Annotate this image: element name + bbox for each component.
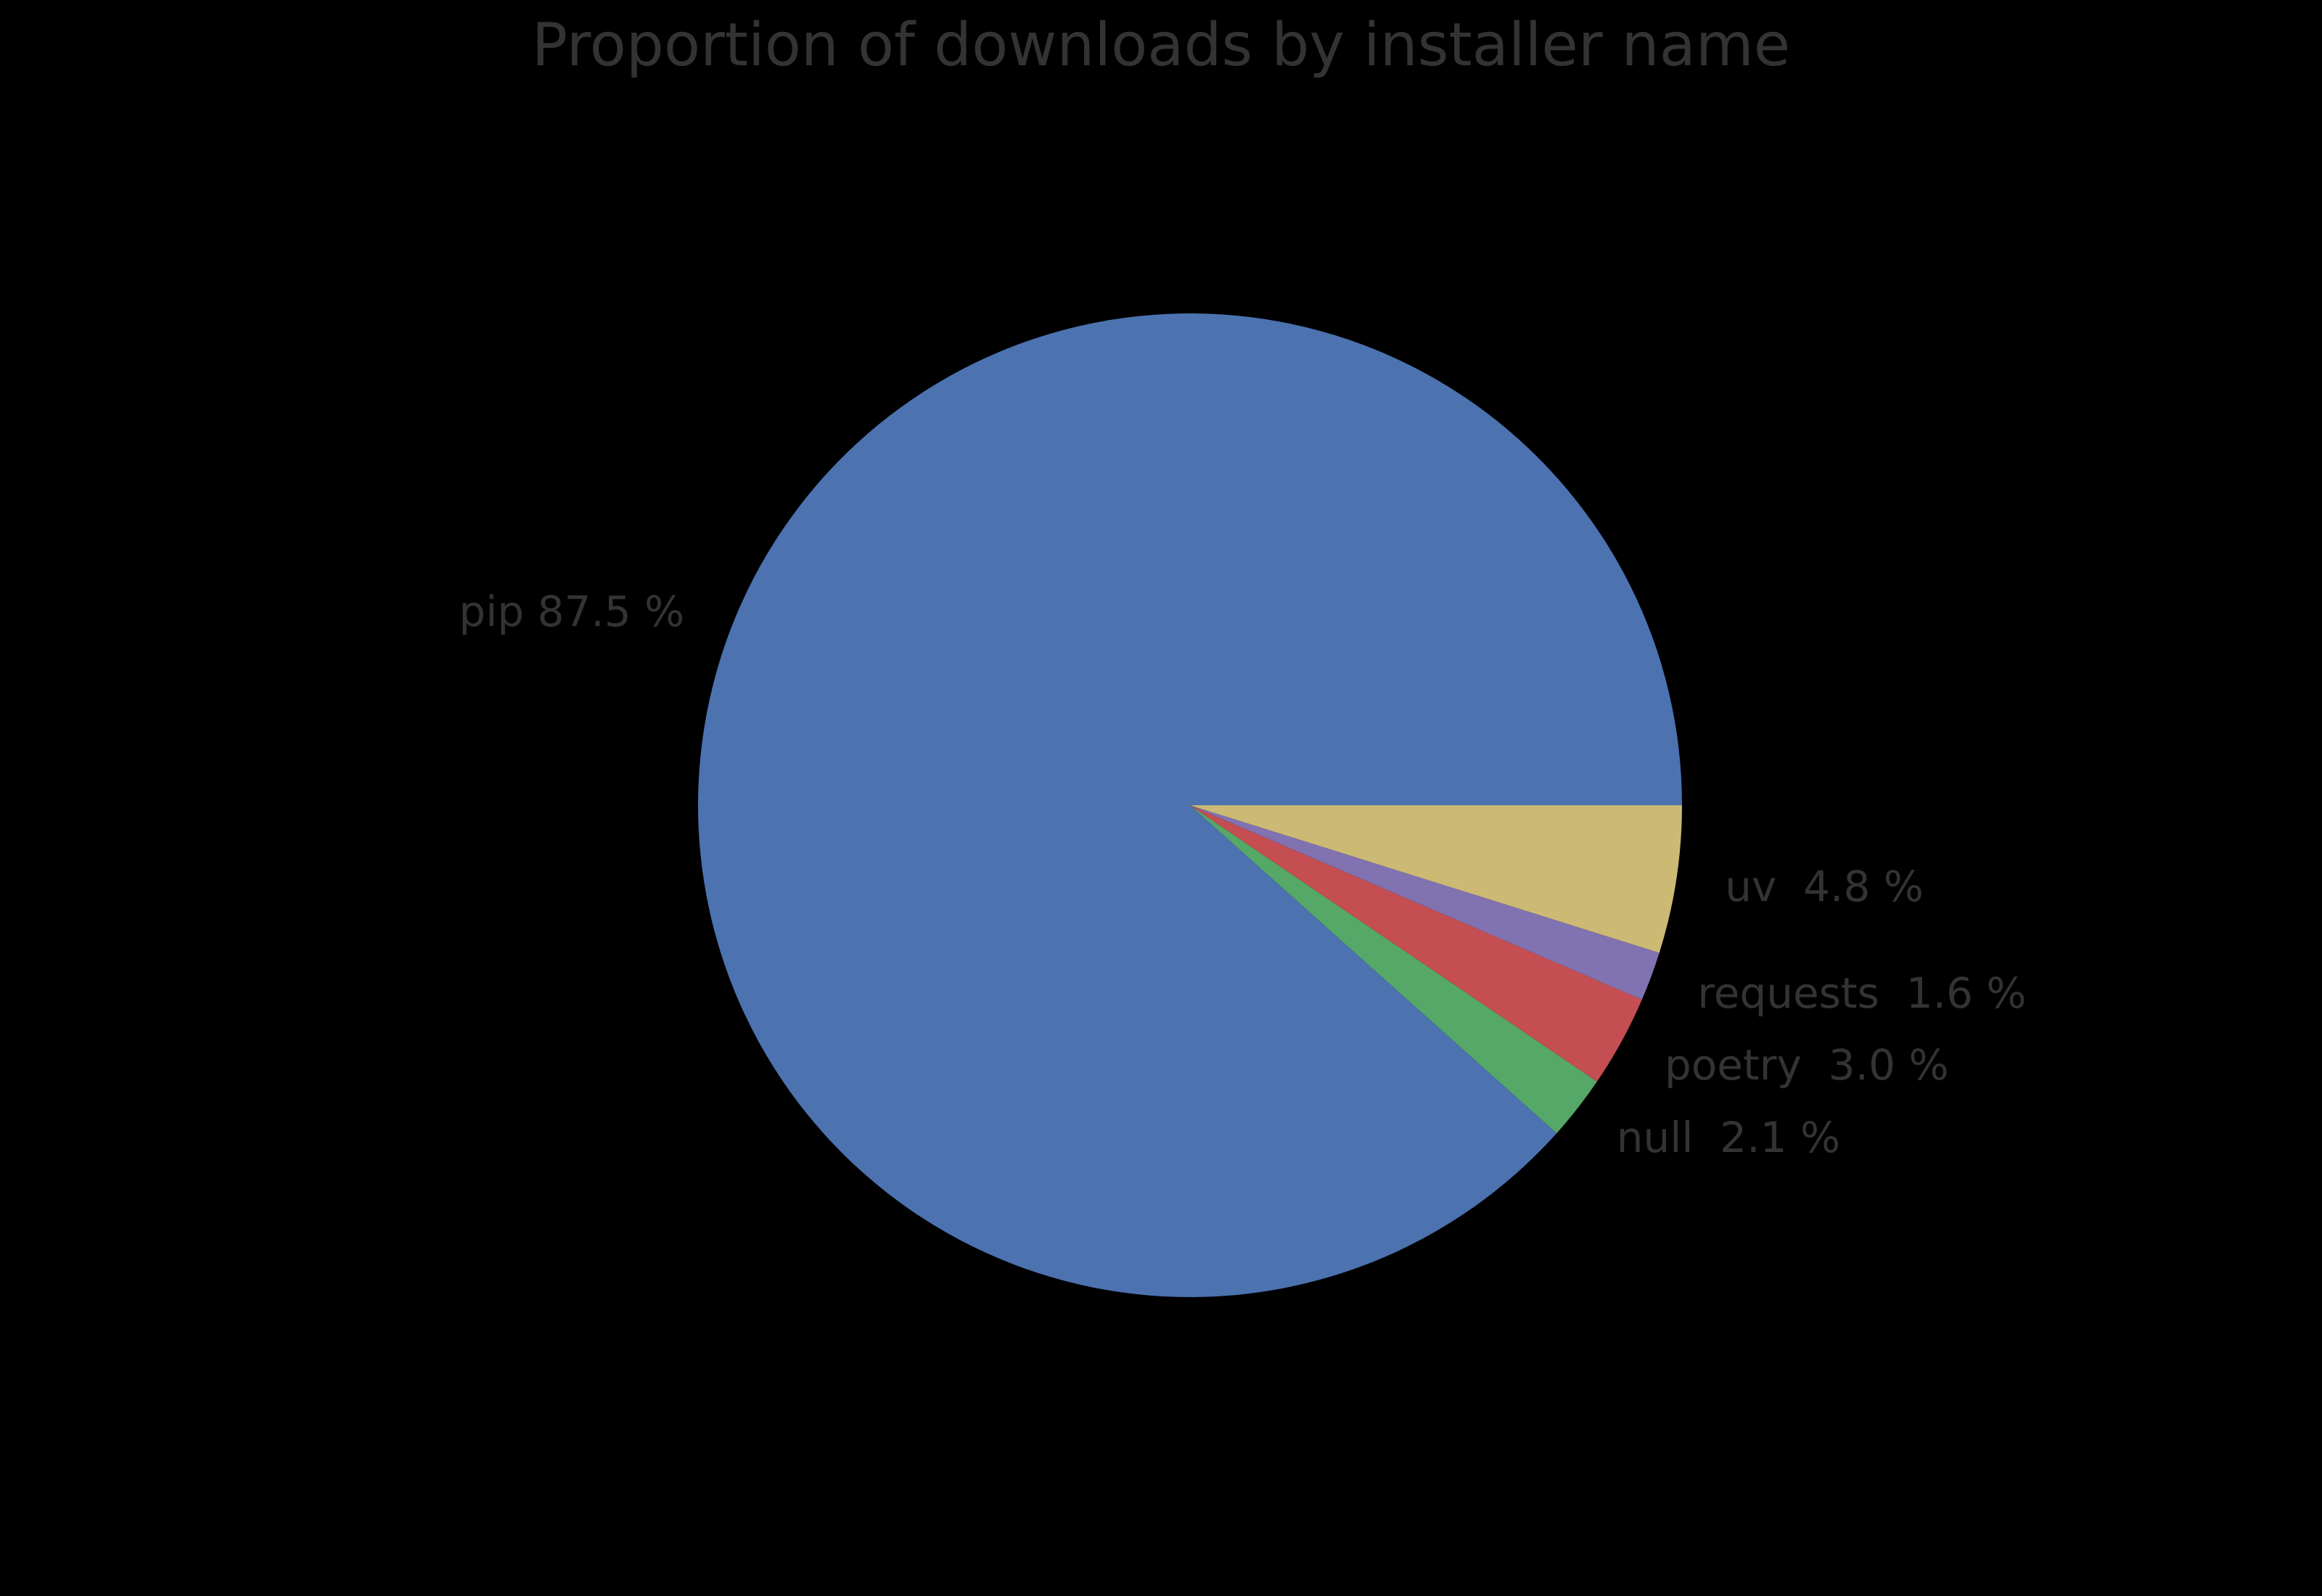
- pie-slice-poetry: [1190, 805, 1642, 1082]
- pie-slice-pip: [697, 313, 1683, 1298]
- slice-label-null: null 2.1 %: [1616, 1113, 1841, 1163]
- chart-title: Proportion of downloads by installer nam…: [531, 11, 1791, 80]
- pie-slice-uv: [1190, 805, 1682, 953]
- pie-slice-null: [1190, 805, 1597, 1134]
- pie-slice-requests: [1190, 805, 1660, 1000]
- slice-label-requests: requests 1.6 %: [1697, 968, 2027, 1018]
- slice-label-pip: pip 87.5 %: [459, 587, 685, 636]
- slice-label-uv: uv 4.8 %: [1725, 862, 1924, 912]
- slice-label-poetry: poetry 3.0 %: [1665, 1040, 1949, 1090]
